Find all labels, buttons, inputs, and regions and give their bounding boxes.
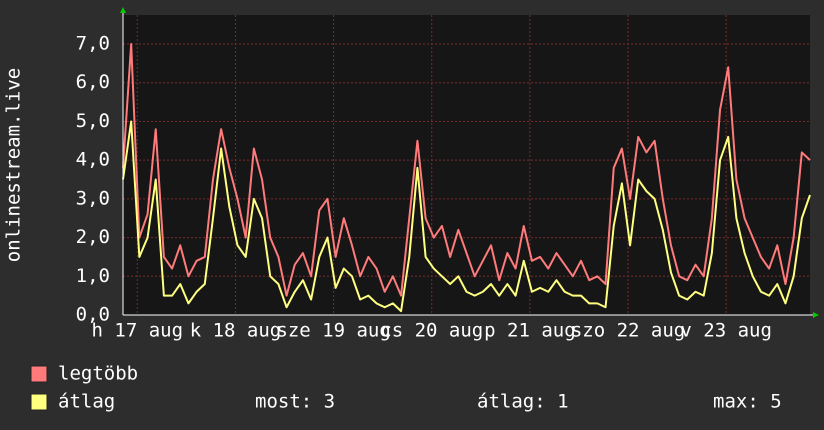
x-tick-label: k 18 aug — [190, 320, 282, 342]
y-tick-label: 0,0 — [76, 304, 110, 326]
y-tick-label: 2,0 — [76, 226, 110, 248]
y-tick-label: 5,0 — [76, 110, 110, 132]
grid — [123, 15, 810, 316]
y-tick-label: 1,0 — [76, 265, 110, 287]
legend: legtöbb átlag most: 3 átlag: 1 max: 5 — [30, 363, 782, 413]
x-tick-label: sze 19 aug — [276, 320, 390, 342]
x-tick-label: h 17 aug — [92, 320, 184, 342]
x-tick-label: p 21 aug — [484, 320, 576, 342]
x-tick-label: v 23 aug — [680, 320, 772, 342]
x-arrow — [813, 312, 819, 318]
series-line — [122, 120, 811, 313]
series-line — [122, 43, 811, 297]
stat-text: max: 5 — [713, 391, 782, 413]
y-tick-label: 3,0 — [76, 187, 110, 209]
x-tick-label: cs 20 aug — [380, 320, 483, 342]
legend-swatch — [30, 393, 48, 411]
y-tick-label: 6,0 — [76, 71, 110, 93]
legend-swatch — [30, 365, 48, 383]
legend-label: átlag — [58, 391, 115, 413]
stat-text: most: 3 — [255, 391, 335, 413]
y-tick-label: 7,0 — [76, 33, 110, 55]
x-tick-label: szo 22 aug — [571, 320, 685, 342]
y-tick-label: 4,0 — [76, 149, 110, 171]
y-arrow — [120, 7, 126, 13]
plot-area — [123, 15, 810, 315]
lines — [122, 43, 811, 313]
y-axis-label: onlinestream.live — [3, 68, 25, 262]
legend-label: legtöbb — [58, 363, 138, 385]
stat-text: átlag: 1 — [477, 391, 569, 413]
